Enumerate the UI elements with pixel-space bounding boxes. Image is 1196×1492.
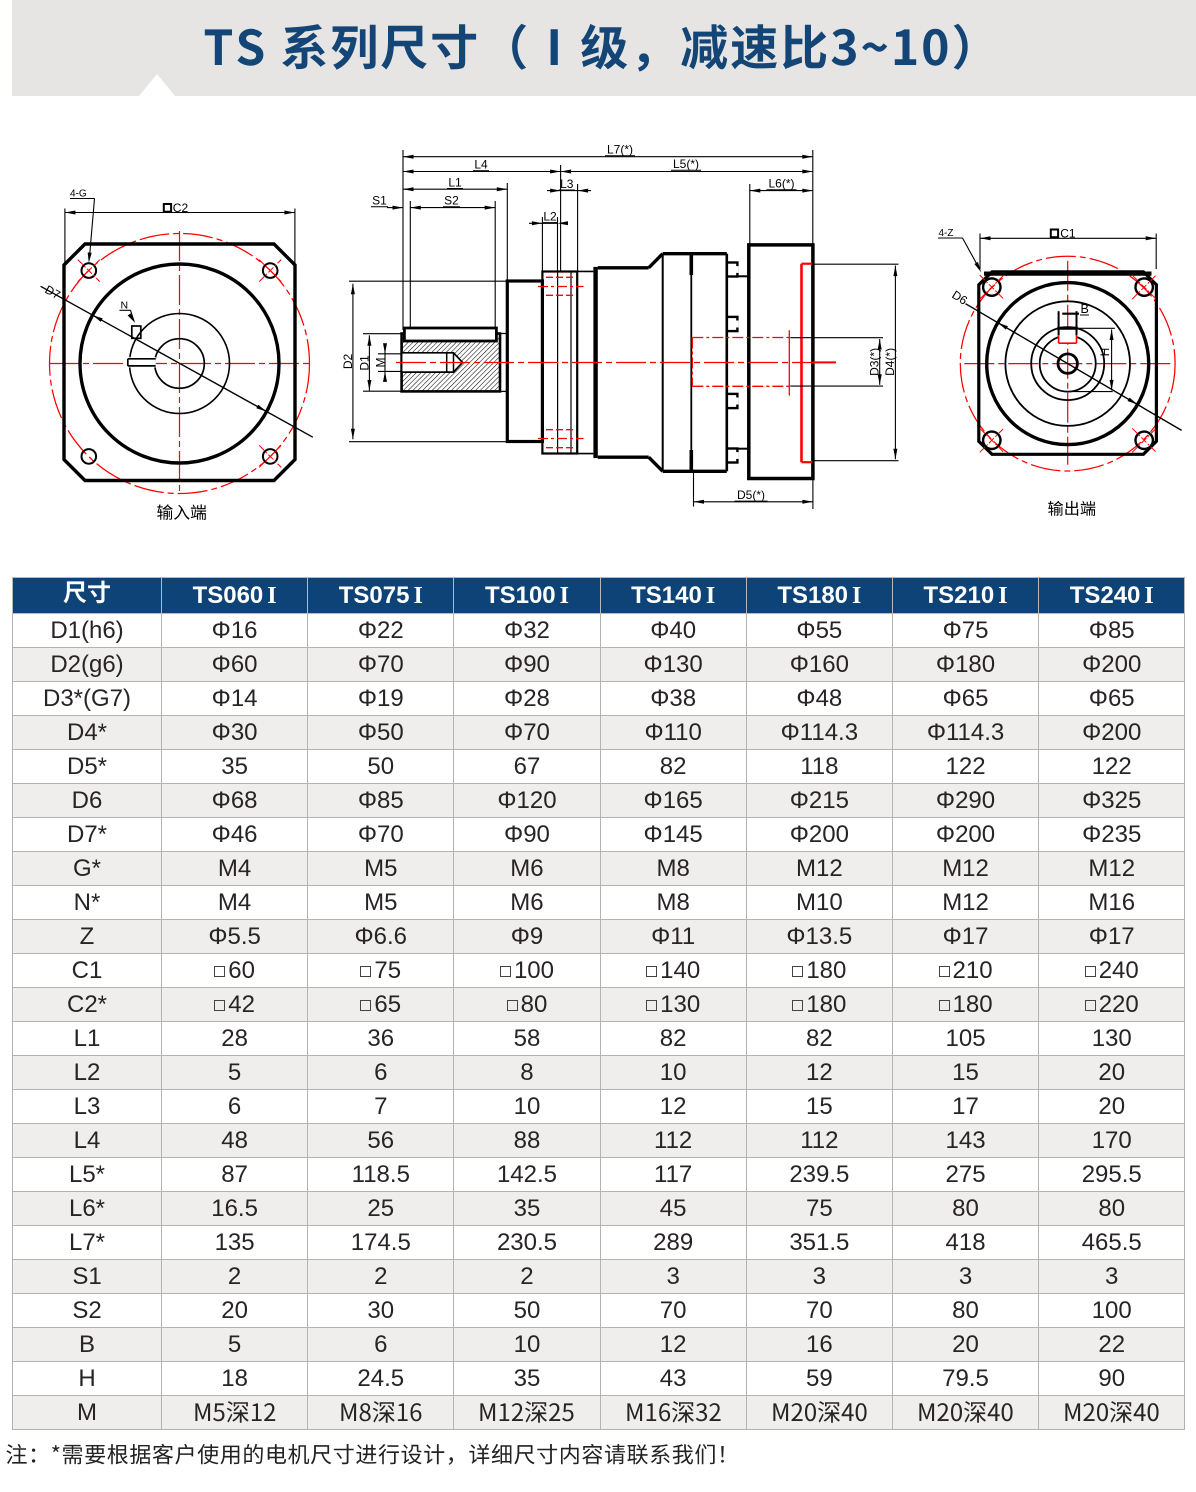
svg-text:S1: S1 xyxy=(372,194,387,208)
svg-text:H: H xyxy=(1098,348,1112,357)
svg-text:C2: C2 xyxy=(173,201,189,215)
svg-text:S2: S2 xyxy=(444,194,459,208)
svg-text:D2: D2 xyxy=(341,354,355,370)
svg-text:D3(*): D3(*) xyxy=(867,348,881,376)
svg-text:L3: L3 xyxy=(560,177,574,191)
svg-text:L7(*): L7(*) xyxy=(607,143,633,157)
svg-text:L5(*): L5(*) xyxy=(673,157,699,171)
svg-text:L6(*): L6(*) xyxy=(768,177,794,191)
svg-text:D5(*): D5(*) xyxy=(737,488,765,502)
svg-text:M: M xyxy=(373,358,387,368)
svg-text:D1: D1 xyxy=(358,355,372,371)
svg-text:D4(*): D4(*) xyxy=(883,348,897,376)
svg-text:L4: L4 xyxy=(474,158,488,172)
svg-text:N: N xyxy=(121,300,129,312)
svg-text:B: B xyxy=(1081,302,1089,316)
svg-text:C1: C1 xyxy=(1060,226,1076,240)
svg-text:L2: L2 xyxy=(543,209,557,223)
svg-text:D7: D7 xyxy=(43,282,63,302)
svg-text:4-Z: 4-Z xyxy=(939,228,954,239)
svg-text:4-G: 4-G xyxy=(70,189,87,200)
svg-text:L1: L1 xyxy=(448,175,462,189)
